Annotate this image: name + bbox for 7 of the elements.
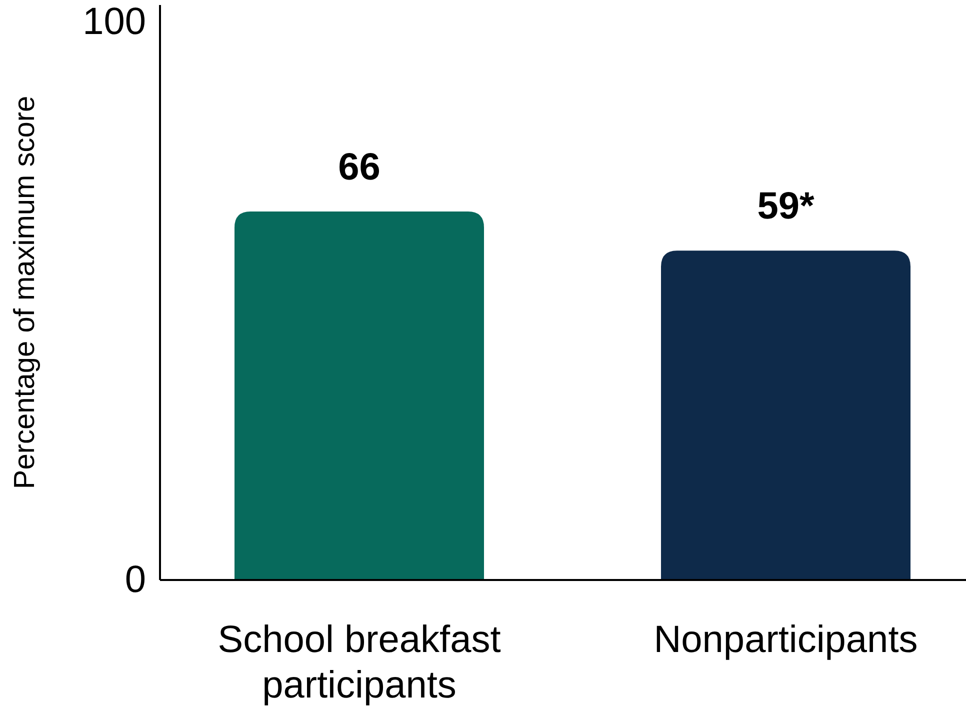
y-tick-label: 0 [124, 559, 146, 602]
data-label: 66 [338, 146, 380, 189]
x-tick-label: Nonparticipants [654, 619, 918, 661]
x-tick-label: School breakfast participants [218, 619, 502, 707]
y-axis-title: Percentage of maximum score [9, 96, 41, 490]
y-tick-label: 100 [82, 0, 146, 43]
data-label: 59* [757, 186, 814, 228]
